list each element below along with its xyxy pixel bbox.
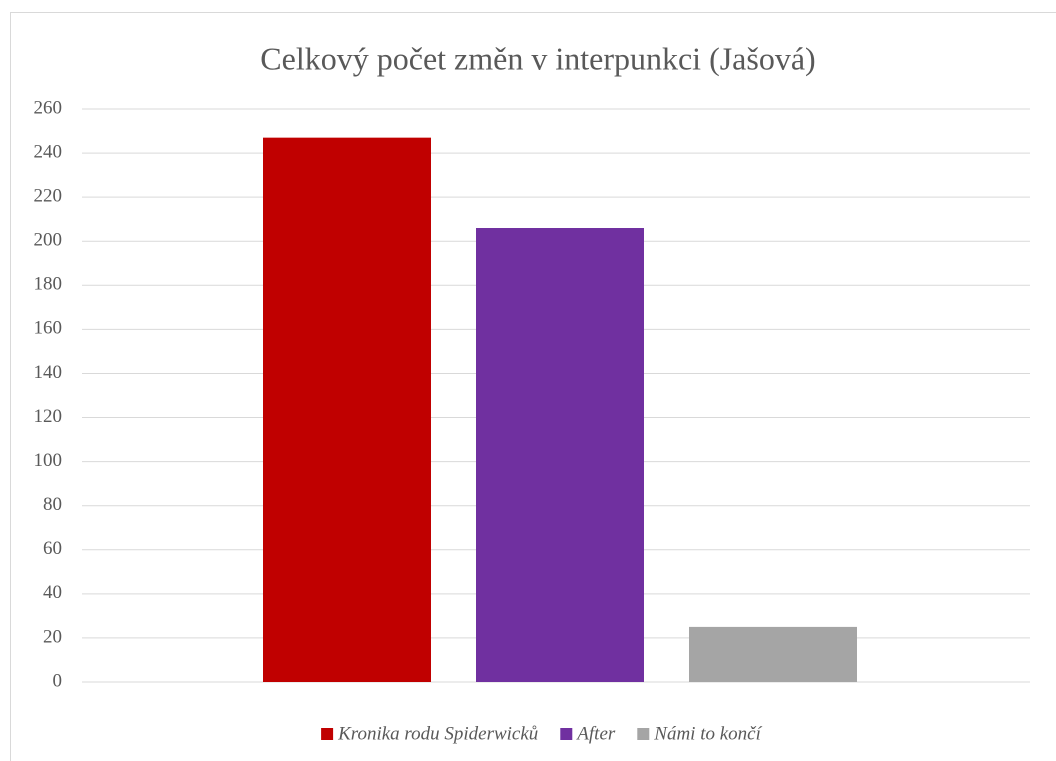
y-tick-label: 260 xyxy=(34,97,63,118)
chart-title: Celkový počet změn v interpunkci (Jašová… xyxy=(260,40,815,76)
bar xyxy=(263,137,431,682)
y-tick-label: 80 xyxy=(43,494,62,515)
y-tick-label: 140 xyxy=(34,362,63,383)
y-tick-label: 0 xyxy=(53,670,63,691)
y-tick-label: 40 xyxy=(43,582,62,603)
y-tick-label: 240 xyxy=(34,141,63,162)
y-tick-label: 180 xyxy=(34,274,63,295)
y-tick-label: 60 xyxy=(43,538,62,559)
y-tick-label: 160 xyxy=(34,318,63,339)
bar xyxy=(689,626,857,682)
y-tick-label: 220 xyxy=(34,186,63,207)
legend-swatch xyxy=(321,728,334,740)
legend-label: After xyxy=(575,723,616,744)
bar xyxy=(476,228,644,682)
y-tick-label: 120 xyxy=(34,406,63,427)
legend-label: Námi to končí xyxy=(653,723,762,744)
y-tick-label: 20 xyxy=(43,626,62,647)
legend-swatch xyxy=(560,728,573,740)
y-tick-label: 100 xyxy=(34,450,63,471)
legend-swatch xyxy=(637,728,650,740)
y-tick-label: 200 xyxy=(34,230,63,251)
legend-label: Kronika rodu Spiderwicků xyxy=(337,723,538,744)
